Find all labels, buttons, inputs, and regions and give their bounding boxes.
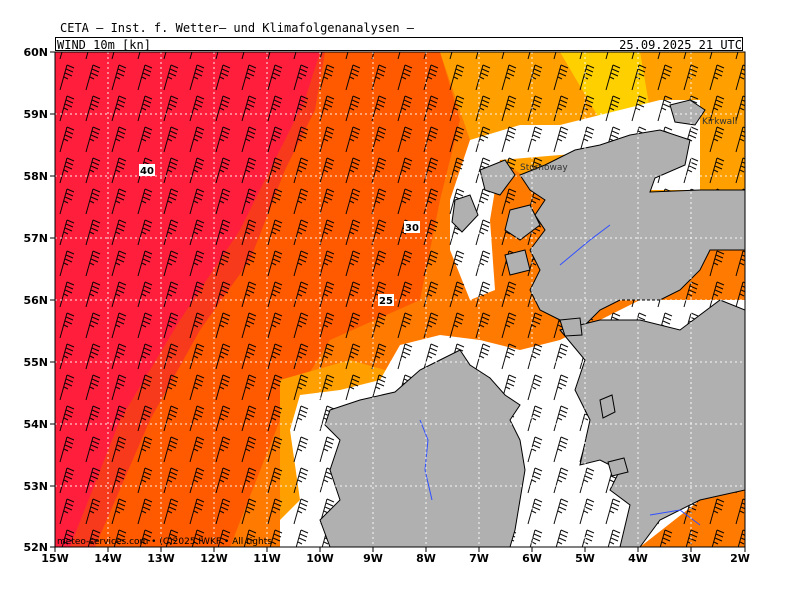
lat-label-57n: 57N	[23, 232, 48, 245]
lat-label-58n: 58N	[23, 170, 48, 183]
parameter-label: WIND 10m [kn]	[57, 38, 151, 52]
lat-label-54n: 54N	[23, 418, 48, 431]
isotach-label-40: 40	[140, 166, 154, 177]
lon-label-3w: 3W	[681, 552, 701, 565]
land-anglesey	[607, 457, 629, 477]
lon-label-14w: 14W	[94, 552, 121, 565]
isotach-label-30: 30	[405, 223, 419, 234]
lon-label-4w: 4W	[628, 552, 648, 565]
lon-label-10w: 10W	[306, 552, 333, 565]
lon-label-7w: 7W	[469, 552, 489, 565]
lon-label-6w: 6W	[522, 552, 542, 565]
land-isle-of-man	[599, 394, 616, 419]
lat-label-52n: 52N	[23, 541, 48, 554]
isotach-label-25: 25	[379, 296, 393, 307]
land-uist	[451, 194, 479, 233]
lon-label-5w: 5W	[575, 552, 595, 565]
graticule	[55, 52, 745, 547]
lat-label-56n: 56N	[23, 294, 48, 307]
land-scotland	[519, 129, 745, 331]
land-arran	[559, 317, 583, 337]
lon-label-9w: 9W	[363, 552, 383, 565]
land-ireland	[319, 349, 526, 547]
lon-label-2w: 2W	[730, 552, 750, 565]
lon-label-8w: 8W	[416, 552, 436, 565]
lat-label-59n: 59N	[23, 108, 48, 121]
land-skye	[504, 204, 541, 241]
lon-label-12w: 12W	[200, 552, 227, 565]
lon-label-11w: 11W	[253, 552, 280, 565]
land-orkney	[669, 99, 706, 126]
river-shannon	[419, 419, 433, 501]
header-frame	[55, 37, 743, 51]
valid-time: 25.09.2025 21 UTC	[619, 38, 742, 52]
land-mull	[504, 249, 531, 276]
lat-label-53n: 53N	[23, 480, 48, 493]
copyright-text: meteo-services.com • (C)2025 IWKF • All …	[57, 537, 272, 547]
place-label-kirkwall: Kirkwall	[702, 117, 737, 127]
river-england	[649, 509, 701, 526]
lon-axis: 15W 14W 13W 12W 11W 10W 9W 8W 7W 6W 5W 4…	[41, 547, 750, 565]
land-lewis	[479, 159, 516, 196]
place-label-stornoway: Stornoway	[520, 163, 568, 173]
model-title: CETA — Inst. f. Wetter— und Klimafolgena…	[60, 21, 415, 35]
lat-label-55n: 55N	[23, 356, 48, 369]
lon-label-13w: 13W	[147, 552, 174, 565]
loch-ness	[559, 224, 611, 266]
lat-label-60n: 60N	[23, 46, 48, 59]
lat-axis: 60N 59N 58N 57N 56N 55N 54N 53N 52N	[23, 46, 55, 554]
lon-label-15w: 15W	[41, 552, 68, 565]
